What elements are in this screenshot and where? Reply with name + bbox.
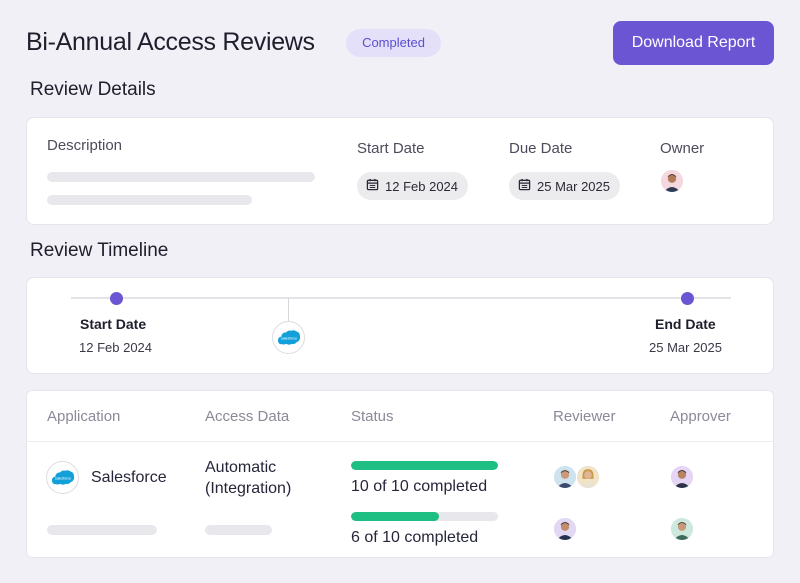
due-date-pill: 25 Mar 2025 (509, 172, 620, 200)
salesforce-logo-text: salesforce (280, 337, 296, 341)
timeline-start-label: Start Date (80, 316, 147, 332)
status-badge: Completed (346, 29, 441, 57)
timeline-milestone-tick (288, 298, 289, 322)
owner-avatar[interactable] (660, 169, 684, 193)
review-details-title: Review Details (30, 79, 156, 100)
owner-label: Owner (660, 140, 705, 157)
salesforce-logo-text: salesforce (54, 477, 70, 481)
access-data-skeleton (205, 525, 272, 535)
column-header-access-data: Access Data (205, 408, 290, 425)
reviewer-avatar[interactable] (553, 465, 577, 489)
description-skeleton-line (47, 195, 252, 205)
application-name: Salesforce (91, 469, 167, 486)
due-date-value: 25 Mar 2025 (537, 178, 610, 194)
status-progress-bar (351, 461, 498, 470)
column-header-application: Application (47, 408, 121, 425)
timeline-start-dot (110, 292, 123, 305)
page-title: Bi-Annual Access Reviews (26, 28, 315, 56)
due-date-label: Due Date (509, 140, 573, 157)
salesforce-icon: salesforce (46, 461, 79, 494)
status-progress-fill (351, 461, 498, 470)
timeline-end-date: 25 Mar 2025 (649, 340, 722, 355)
description-label: Description (47, 137, 123, 154)
start-date-label: Start Date (357, 140, 425, 157)
start-date-value: 12 Feb 2024 (385, 178, 459, 194)
status-progress-bar (351, 512, 498, 521)
status-text: 6 of 10 completed (351, 529, 479, 546)
reviewer-avatar[interactable] (576, 465, 600, 489)
application-skeleton (47, 525, 157, 535)
salesforce-milestone-icon[interactable]: salesforce (272, 321, 305, 354)
description-skeleton-line (47, 172, 315, 182)
review-details-card: Description Start Date 12 Feb 2024 Due D… (26, 117, 774, 225)
access-data-line1: Automatic (205, 459, 277, 476)
status-progress-fill (351, 512, 440, 521)
approver-avatar[interactable] (670, 465, 694, 489)
approver-avatar[interactable] (670, 517, 694, 541)
header-divider (27, 441, 773, 442)
start-date-pill: 12 Feb 2024 (357, 172, 469, 200)
calendar-icon (366, 178, 379, 194)
timeline-track (71, 297, 731, 299)
timeline-end-label: End Date (655, 316, 716, 332)
column-header-status: Status (351, 408, 394, 425)
access-data-line2: (Integration) (205, 480, 292, 497)
status-text: 10 of 10 completed (351, 478, 488, 495)
timeline-start-date: 12 Feb 2024 (79, 340, 153, 355)
column-header-reviewer: Reviewer (553, 408, 616, 425)
applications-table: Application Access Data Status Reviewer … (26, 390, 774, 558)
calendar-icon (518, 178, 531, 194)
column-header-approver: Approver (670, 408, 731, 425)
timeline-end-dot (681, 292, 694, 305)
review-timeline-title: Review Timeline (30, 240, 169, 261)
reviewer-avatar[interactable] (553, 517, 577, 541)
download-report-button[interactable]: Download Report (613, 21, 774, 65)
review-timeline-card: salesforce Start Date 12 Feb 2024 End Da… (26, 277, 774, 374)
